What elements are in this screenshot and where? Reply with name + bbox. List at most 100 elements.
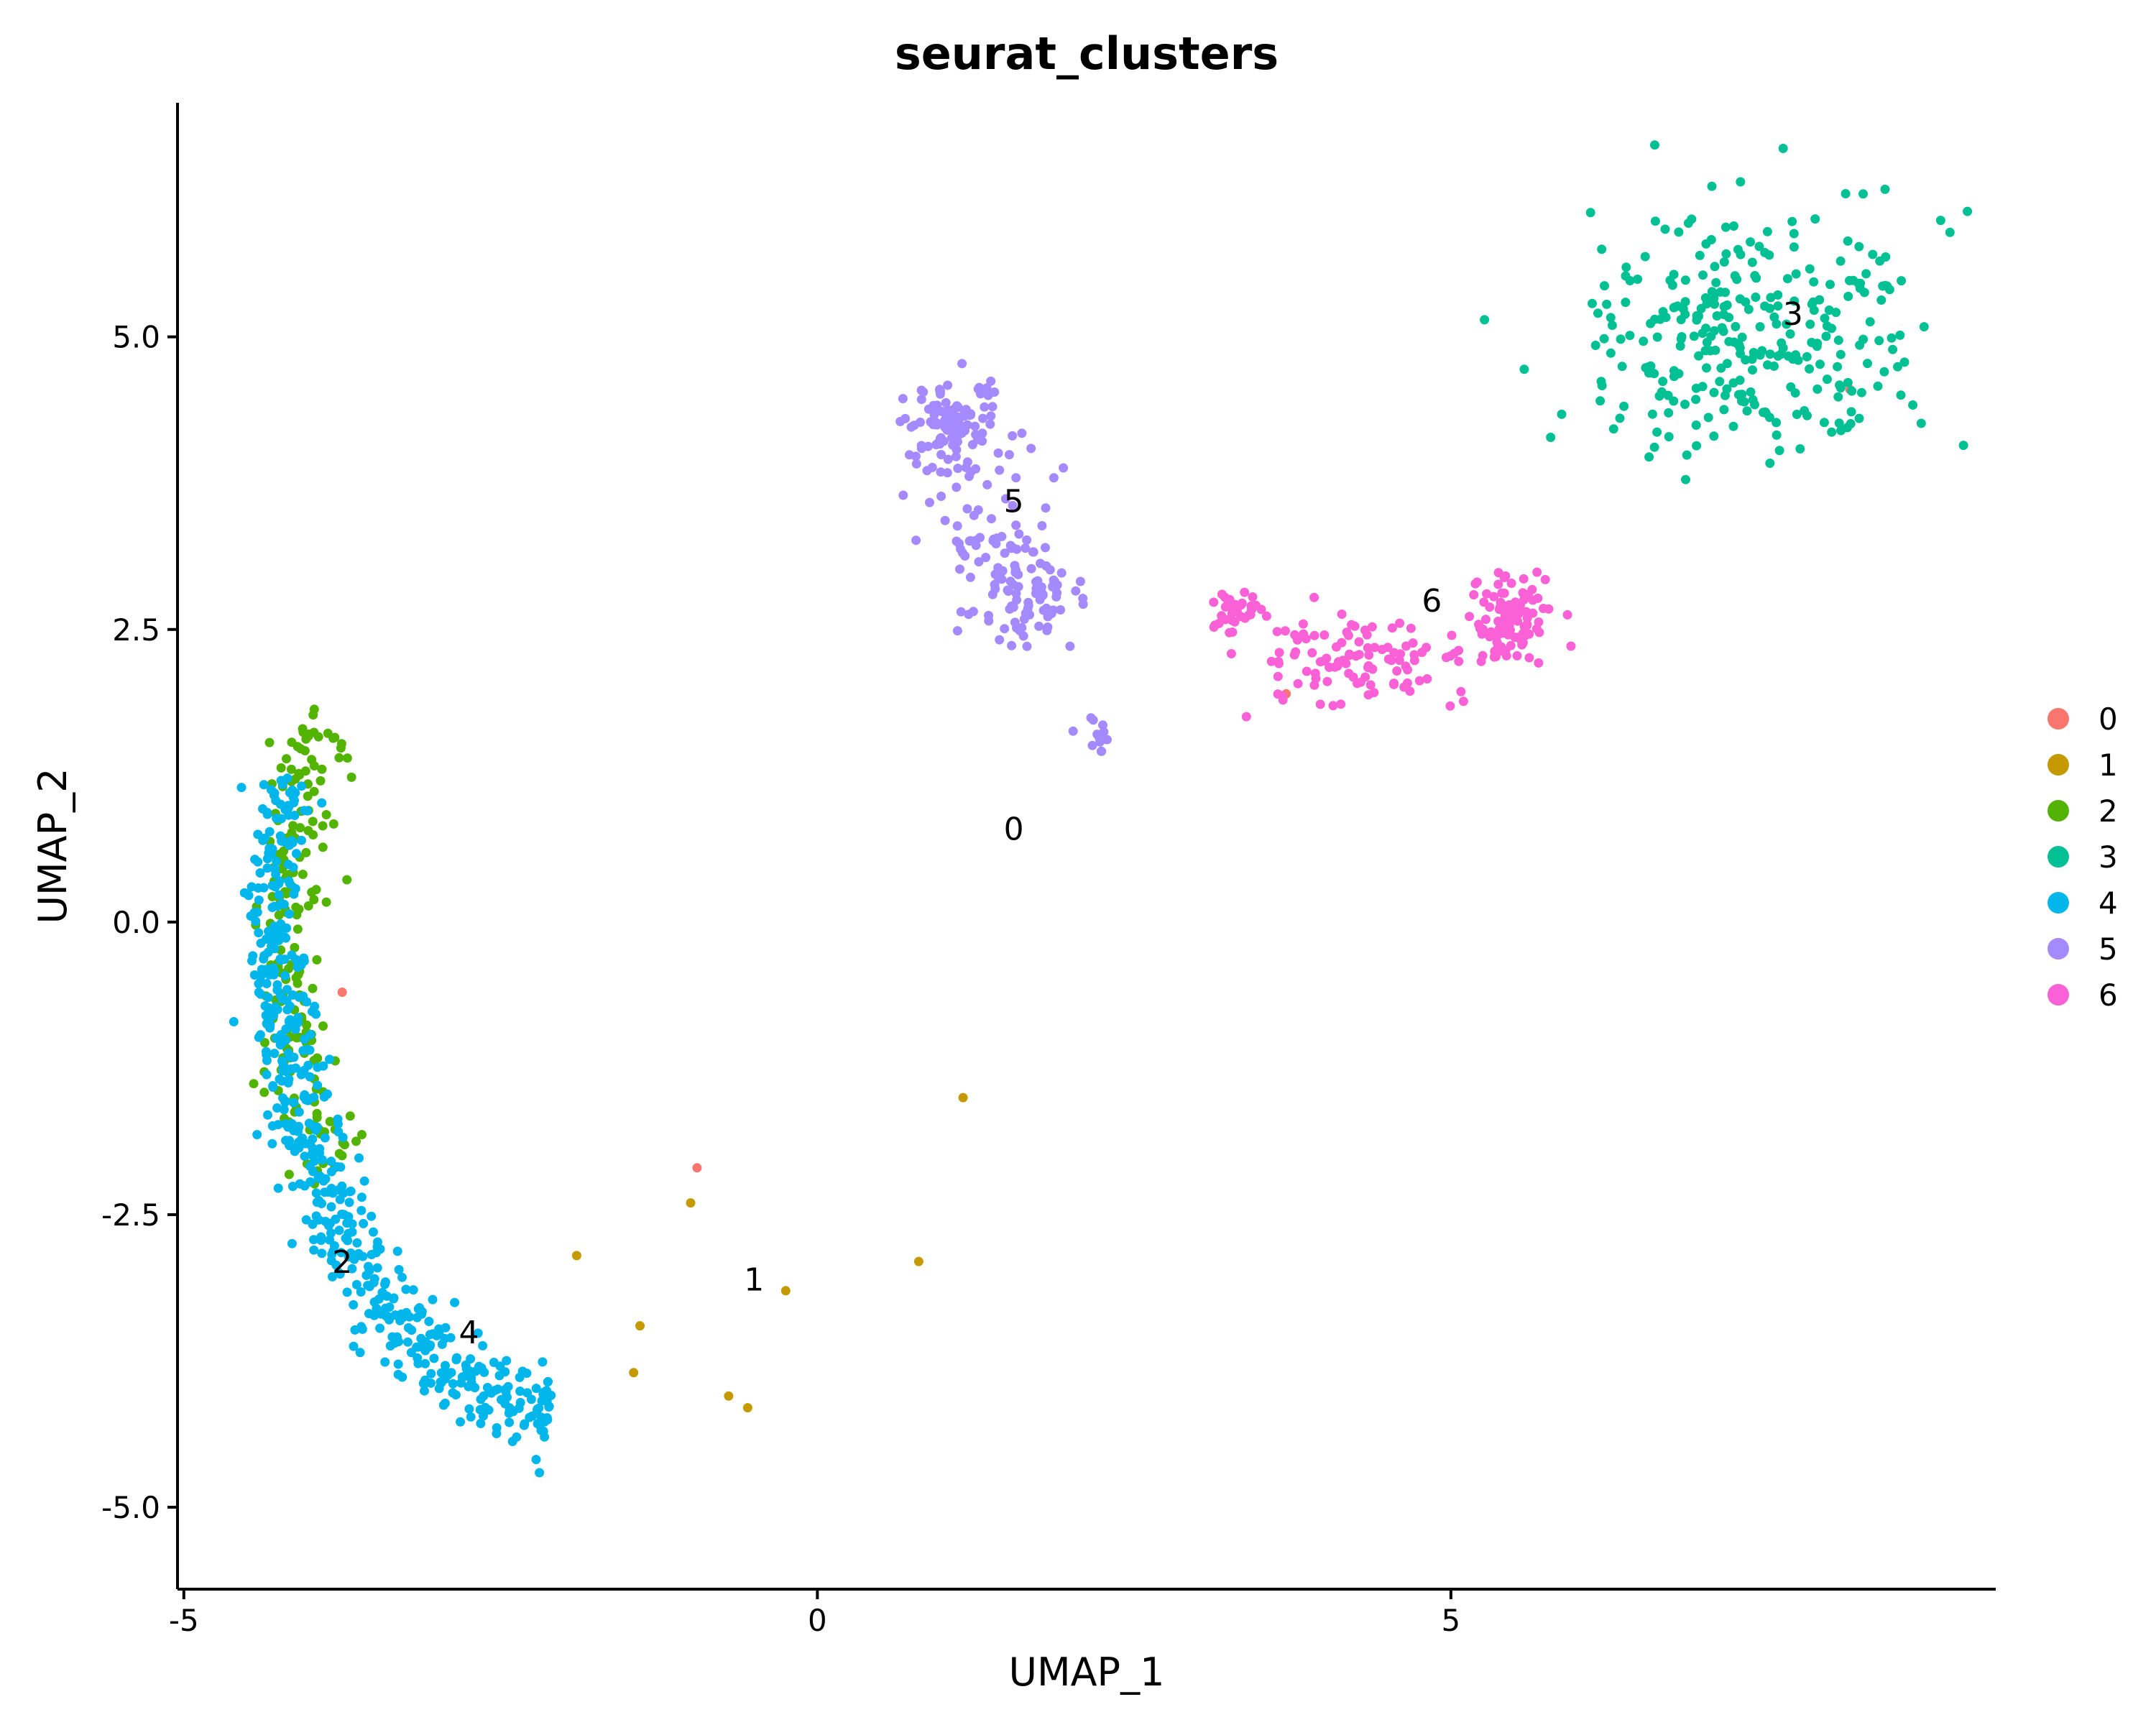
data-point-cluster-3 xyxy=(1841,189,1851,198)
data-point-cluster-4 xyxy=(267,934,277,944)
x-axis-label: UMAP_1 xyxy=(1009,1650,1165,1695)
data-point-cluster-4 xyxy=(397,1272,407,1282)
data-point-cluster-6 xyxy=(1209,597,1219,607)
data-point-cluster-4 xyxy=(281,933,291,943)
data-point-cluster-3 xyxy=(1861,269,1871,279)
legend-key-4 xyxy=(2047,892,2069,914)
data-point-cluster-3 xyxy=(1751,293,1761,302)
data-point-cluster-4 xyxy=(520,1419,530,1429)
data-point-cluster-3 xyxy=(1802,410,1812,420)
data-point-cluster-3 xyxy=(1765,459,1775,468)
data-point-cluster-4 xyxy=(270,864,280,874)
data-point-cluster-3 xyxy=(1715,377,1725,387)
data-point-cluster-4 xyxy=(428,1294,438,1305)
data-point-cluster-3 xyxy=(1843,236,1853,246)
data-point-cluster-0 xyxy=(337,988,347,997)
data-point-cluster-5 xyxy=(998,566,1008,576)
data-point-cluster-4 xyxy=(287,1182,298,1192)
data-point-cluster-6 xyxy=(1465,612,1475,622)
data-point-cluster-3 xyxy=(1633,275,1643,284)
data-point-cluster-3 xyxy=(1812,384,1823,394)
data-point-cluster-4 xyxy=(282,923,292,933)
data-point-cluster-3 xyxy=(1773,351,1783,361)
data-point-cluster-3 xyxy=(1720,222,1731,232)
data-point-cluster-3 xyxy=(1728,378,1738,388)
data-point-cluster-4 xyxy=(263,993,273,1003)
data-point-cluster-3 xyxy=(1703,413,1713,423)
data-point-cluster-2 xyxy=(249,1079,259,1089)
data-point-cluster-3 xyxy=(1825,280,1835,290)
data-point-cluster-5 xyxy=(957,548,967,558)
data-point-cluster-3 xyxy=(1875,256,1885,266)
data-point-cluster-4 xyxy=(380,1277,390,1287)
data-point-cluster-3 xyxy=(1519,364,1529,374)
data-point-cluster-5 xyxy=(927,462,937,472)
data-point-cluster-4 xyxy=(471,1366,481,1376)
data-point-cluster-4 xyxy=(336,1248,346,1258)
data-point-cluster-6 xyxy=(1409,656,1419,666)
data-point-cluster-4 xyxy=(285,909,294,919)
data-point-cluster-5 xyxy=(1041,543,1050,553)
data-point-cluster-5 xyxy=(946,433,957,443)
data-point-cluster-5 xyxy=(985,419,995,429)
data-point-cluster-4 xyxy=(357,1324,367,1334)
data-point-cluster-3 xyxy=(1681,474,1690,484)
data-point-cluster-4 xyxy=(333,1114,343,1124)
data-point-cluster-3 xyxy=(1712,311,1722,321)
data-point-cluster-4 xyxy=(264,1006,274,1016)
data-point-cluster-6 xyxy=(1364,650,1374,660)
data-point-cluster-4 xyxy=(389,1293,399,1303)
data-point-cluster-4 xyxy=(328,1271,337,1282)
data-point-cluster-3 xyxy=(1787,216,1797,226)
data-point-cluster-4 xyxy=(502,1356,512,1366)
data-point-cluster-3 xyxy=(1792,410,1802,419)
data-point-cluster-4 xyxy=(533,1404,543,1414)
data-point-cluster-3 xyxy=(1778,343,1788,353)
data-point-cluster-3 xyxy=(1858,189,1868,199)
data-point-cluster-4 xyxy=(259,883,269,893)
data-point-cluster-5 xyxy=(952,626,962,636)
data-point-cluster-3 xyxy=(1834,418,1844,428)
data-point-cluster-3 xyxy=(1707,181,1717,191)
data-point-cluster-3 xyxy=(1822,321,1832,331)
data-point-cluster-2 xyxy=(334,753,344,763)
data-point-cluster-5 xyxy=(1049,605,1059,615)
data-point-cluster-3 xyxy=(1719,302,1729,312)
data-point-cluster-2 xyxy=(345,1111,355,1121)
data-point-cluster-3 xyxy=(1759,408,1768,418)
data-point-cluster-3 xyxy=(1702,363,1711,373)
data-point-cluster-5 xyxy=(955,564,964,574)
data-point-cluster-4 xyxy=(326,1202,336,1212)
data-point-cluster-2 xyxy=(302,1020,312,1030)
data-point-cluster-2 xyxy=(286,764,296,774)
data-point-cluster-4 xyxy=(475,1404,485,1414)
data-point-cluster-3 xyxy=(1805,364,1815,374)
data-point-cluster-1 xyxy=(742,1403,752,1413)
data-point-cluster-5 xyxy=(952,412,962,422)
data-point-cluster-5 xyxy=(974,557,984,567)
data-point-cluster-3 xyxy=(1621,271,1631,281)
legend-label-0: 0 xyxy=(2099,702,2118,737)
data-point-cluster-6 xyxy=(1370,643,1380,653)
data-point-cluster-4 xyxy=(333,1127,344,1137)
data-point-cluster-4 xyxy=(429,1353,439,1363)
data-point-cluster-6 xyxy=(1347,620,1357,630)
data-point-cluster-4 xyxy=(464,1404,474,1414)
data-point-cluster-4 xyxy=(484,1405,494,1415)
data-point-cluster-6 xyxy=(1540,574,1550,584)
y-tick-label: -5.0 xyxy=(101,1490,160,1525)
data-point-cluster-2 xyxy=(274,910,284,920)
data-point-cluster-3 xyxy=(1795,444,1805,454)
legend: 0 1 2 3 4 5 6 xyxy=(2047,702,2118,1013)
data-point-cluster-5 xyxy=(997,574,1007,584)
data-point-cluster-5 xyxy=(1059,463,1069,473)
data-point-cluster-3 xyxy=(1600,281,1609,291)
data-point-cluster-4 xyxy=(352,1238,362,1248)
data-point-cluster-5 xyxy=(1017,428,1027,438)
data-point-cluster-3 xyxy=(1639,336,1649,346)
data-point-cluster-2 xyxy=(308,816,318,827)
data-point-cluster-3 xyxy=(1660,224,1670,234)
data-point-cluster-4 xyxy=(451,1355,461,1365)
data-point-cluster-4 xyxy=(372,1263,382,1273)
data-point-cluster-6 xyxy=(1454,656,1464,666)
